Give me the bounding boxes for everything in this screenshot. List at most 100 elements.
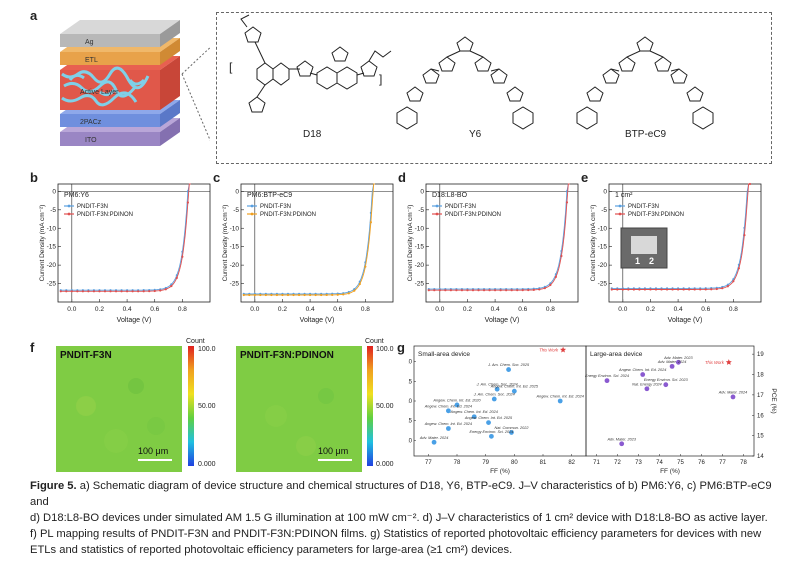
jv-xtick-label: 0.2 [463,306,472,313]
scatter-ytick-label: 19.0 [408,399,413,405]
jv-point [715,287,718,291]
jv-ytick-label: -5 [233,207,239,214]
jv-point [353,288,356,291]
jv-xtick-label: 0.4 [123,306,132,313]
jv-ytick-label: -10 [598,225,608,232]
jv-legend-label: PNDIT-F3N [445,204,476,210]
scatter-point [486,420,491,426]
jv-xtick-label: 0.2 [646,306,655,313]
jv-point [521,289,524,292]
jv-ylabel: Current Density (mA cm⁻²) [222,205,229,282]
scatter-point [640,372,646,377]
scatter-point [663,382,669,388]
molecule-label-btp-ec9: BTP-eC9 [625,129,667,140]
jv-ytick-label: -20 [598,262,608,269]
pl-map-2: PNDIT-F3N:PDINON 100 μm [236,346,362,472]
jv-ytick-label: -25 [598,281,608,288]
scatter-point-label: Energy Environ. Sci. 2024 [585,374,629,378]
pl-colorbar-2-min: 0.000 [376,461,394,468]
jv-ytick-label: -10 [230,225,240,232]
jv-point [87,290,90,293]
pl-map-2-texture [265,388,352,461]
jv-point [148,290,151,293]
jv-point [510,289,513,292]
jv-point [699,288,702,291]
scatter-point-label: Angew. Chem. Int. Ed. 2024 [618,368,666,372]
scatter-point-label: J. Am. Chem. Soc. 2024 [476,383,518,387]
jv-point [671,288,674,291]
pl-colorbar-1 [188,346,194,466]
jv-point [153,289,156,293]
scatter-point-label: Angew. Chem. Int. Ed. 2025 [490,385,539,389]
scatter-point [431,439,437,445]
jv-point [565,201,569,204]
jv-point [748,182,752,186]
jv-point [627,288,630,291]
jv-point [364,265,367,268]
jv-ytick-label: -15 [230,244,240,251]
scatter-xtick-label: 81 [540,460,547,466]
panel-label-e: e [581,170,589,185]
jv-point [704,288,707,291]
jv-point [320,293,323,297]
jv-point [347,292,350,295]
caption-figure-label: Figure 5. [30,480,77,492]
scatter-xtick-label: 78 [740,460,747,466]
jv-point [292,293,295,297]
jv-ytick-label: -5 [601,207,607,214]
scatter-xtick-label: 71 [593,460,600,466]
jv-point [120,290,123,293]
jv-point [682,288,685,291]
chemical-structures-box: [ ] D18 [216,12,772,164]
scatter-point [506,367,511,372]
molecule-label-y6: Y6 [469,129,482,140]
jv-point [493,289,497,292]
pl-colorbar-2-mid: 50.00 [376,403,394,410]
jv-point [554,275,557,278]
pl-map-1-title: PNDIT-F3N [60,350,112,361]
jv-point [325,293,328,297]
jv-xtick-label: 0.2 [95,306,104,313]
jv-point [331,293,334,296]
scatter-title-1: Small-area device [418,351,470,358]
jv-ytick-label: -10 [47,225,57,232]
scatter-point-label: Angew. Chem. Int. Ed. 2024 [536,395,584,399]
device-photo-substrate [631,236,657,254]
scatter-point-label: Nat. Commun. 2022 [494,426,529,430]
jv-ytick-label: -25 [415,281,425,288]
pl-colorbar-2-title: Count [365,338,384,345]
scatter-ytick-label: 19.5 [408,379,413,385]
panel-label-d: d [398,170,406,185]
jv-ytick-label: -25 [230,281,240,288]
scatter-point-label: Nat. Energy 2024 [632,382,662,386]
jv-point [59,290,62,293]
jv-point [164,288,167,291]
jv-legend-marker [67,212,71,216]
jv-xtick-label: 0.8 [729,306,738,313]
jv-ytick-label: 0 [52,188,56,195]
jv-xlabel: Voltage (V) [117,317,152,324]
jv-point [275,293,279,297]
pl-colorbar-1-max: 100.0 [198,346,216,353]
jv-legend-marker [435,204,439,208]
jv-point [516,289,519,292]
jv-ytick-label: -15 [415,244,425,251]
jv-point [538,288,541,291]
scatter-xtick-label: 79 [482,460,489,466]
efficiency-statistics-chart: Small-area device 77 78 79 80 81 82 18.0 18.5 19.… [408,345,777,475]
jv-curve-1 [428,183,569,290]
jv-chart-e: 0.0 0.2 0.4 0.6 0.8 0 -5 -10 -15 -20 -25 Voltage (V… [590,182,762,324]
scatter-point-label: Energy Environ. Sci. 2024 [469,430,513,434]
pl-colorbar-1-min: 0.000 [198,461,216,468]
jv-legend-label: PNDIT-F3N [77,204,108,210]
jv-title: 1 cm² [615,192,633,199]
pl-map-2-scalebar: 100 μm [318,446,349,456]
jv-point [499,289,502,292]
layer-label-active: Active Layer [80,89,119,96]
jv-point [543,287,546,290]
jv-xlabel: Voltage (V) [668,317,703,324]
jv-point [654,288,658,291]
scatter-point [730,394,736,400]
scatter-xtick-label: 77 [719,460,726,466]
jv-frame [425,183,579,303]
